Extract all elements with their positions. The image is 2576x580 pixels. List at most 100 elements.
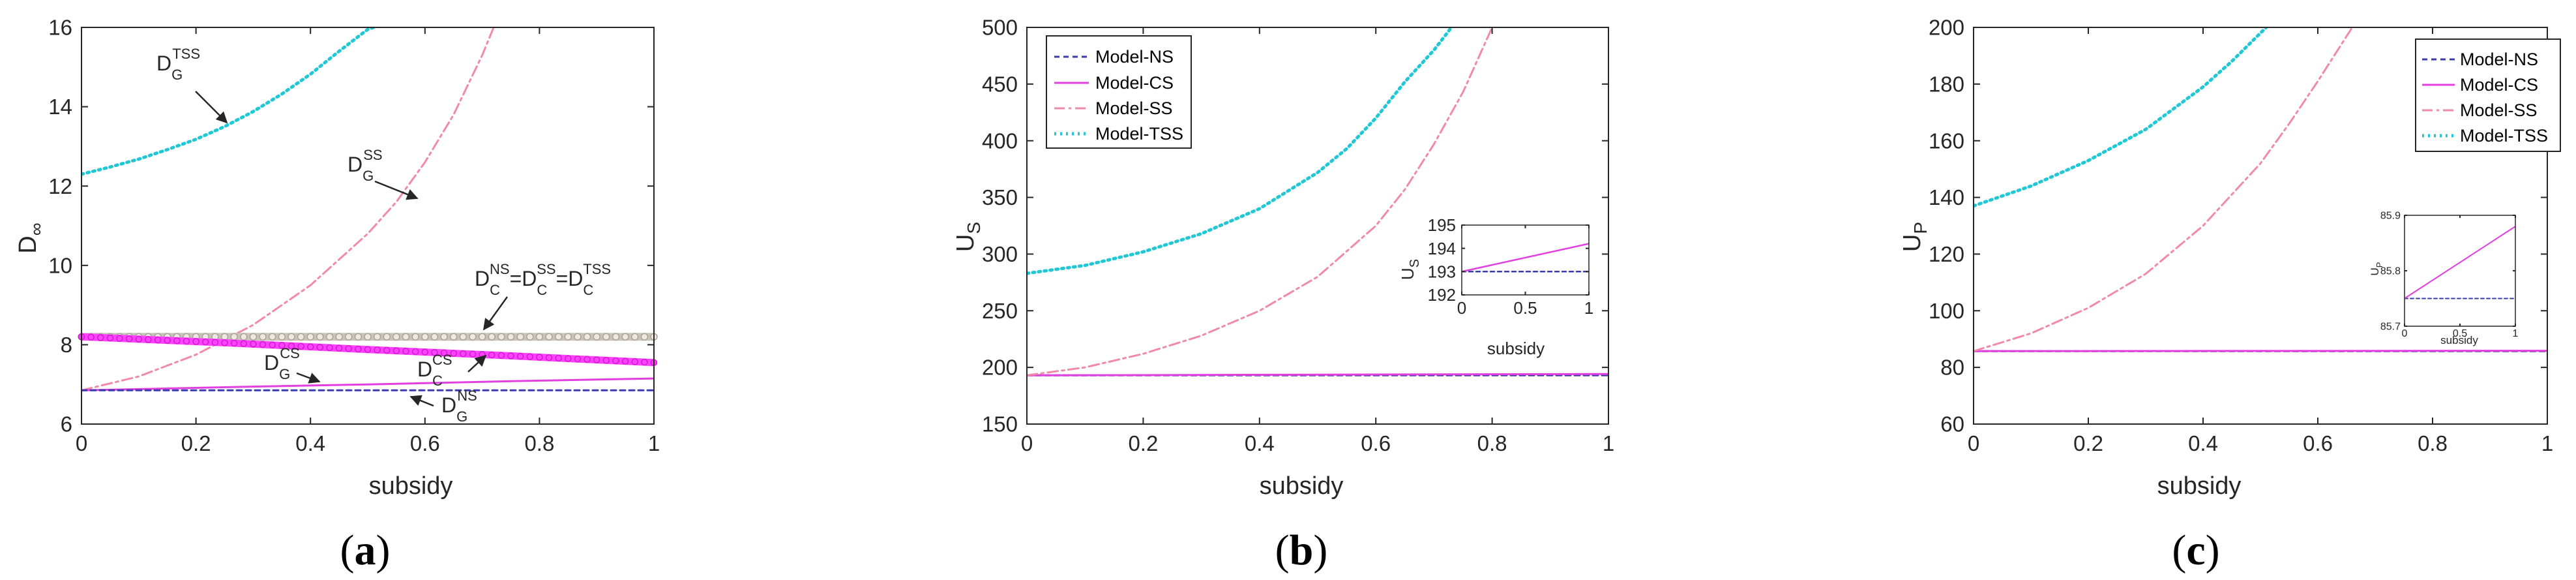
legend-c-tss: Model-TSS bbox=[2460, 126, 2548, 145]
panel-a-ytick-label: 10 bbox=[48, 253, 72, 277]
panel-b-ytick-label: 300 bbox=[982, 242, 1018, 266]
panel-a-xtick-label: 0 bbox=[76, 431, 87, 455]
svg-text:DGSS: DGSS bbox=[348, 147, 383, 184]
panel-a-ytick-label: 8 bbox=[61, 333, 72, 357]
panel-a-series-dc_ns_band-marker bbox=[554, 333, 563, 341]
panel-a-series-dc_cs_band-marker bbox=[431, 348, 438, 356]
panel-b-inset-ylabel: US bbox=[1398, 259, 1422, 280]
panel-b-series-tss-line bbox=[1027, 27, 1453, 275]
panel-c-ytick-label: 160 bbox=[1929, 129, 1964, 153]
panel-a-series-dc_cs_band-marker bbox=[335, 344, 343, 352]
panel-b-inset-ytick-label: 192 bbox=[1428, 285, 1456, 305]
panel-a-series-dc_cs_band-marker bbox=[278, 342, 286, 349]
panel-c-inset-xtick-label: 0 bbox=[2402, 328, 2408, 339]
panel-b-inset-ytick-label: 195 bbox=[1428, 215, 1456, 235]
panel-a-axes-box bbox=[81, 27, 655, 425]
panel-a-series-dc_ns_band-marker bbox=[402, 333, 410, 341]
panel-a-series-dc_ns_band-marker bbox=[507, 333, 515, 341]
panel-a-series-dc_ns_band-marker bbox=[478, 333, 486, 341]
panel-a-series-dc_ns_band-marker bbox=[278, 333, 286, 341]
panel-a-series-dc_ns_band-marker bbox=[344, 333, 353, 341]
panel-a-series-dc_ns_band-marker bbox=[574, 333, 582, 341]
legend-b-cs: Model-CS bbox=[1095, 73, 1174, 93]
panel-a-series-dc_cs_band-marker bbox=[392, 347, 400, 354]
panel-a-series-dc_ns_band-marker bbox=[545, 333, 553, 341]
panel-b-inset-ytick-label: 193 bbox=[1428, 262, 1456, 281]
panel-a-series-dc_cs_band-marker bbox=[450, 350, 457, 357]
panel-c-xtick-label: 0.8 bbox=[2418, 431, 2448, 455]
panel-a-ytick-label: 12 bbox=[48, 174, 72, 198]
panel-a-series-dc_ns_band-marker bbox=[259, 333, 267, 341]
panel-a-xtick-label: 0.6 bbox=[410, 431, 440, 455]
panel-b-axes-box bbox=[1026, 27, 1609, 425]
annotation-dg-cs: DGCS bbox=[264, 345, 321, 384]
panel-a-series-dc_cs_band-marker bbox=[612, 357, 619, 365]
panel-a-series-dc_cs_band-marker bbox=[411, 348, 419, 356]
panel-a-series-dc_cs_band-marker bbox=[211, 339, 219, 346]
panel-b-series-cs-line bbox=[1027, 373, 1608, 376]
panel-a-series-dc_ns_band-marker bbox=[411, 333, 419, 341]
panel-a-series-ss-line bbox=[81, 27, 495, 391]
panel-c-legend: Model-NS Model-CS Model-SS Model-TSS bbox=[2415, 38, 2561, 152]
panel-a-series-dc_cs_band-marker bbox=[565, 355, 572, 362]
panel-a-series-dc_cs_band-marker bbox=[383, 346, 391, 354]
panel-a-series-dc_ns_band-marker bbox=[335, 333, 343, 341]
panel-c-xlabel: subsidy bbox=[2157, 472, 2242, 500]
panel-c-ytick-label: 120 bbox=[1929, 242, 1964, 266]
panel-c-inset-series-cs-line bbox=[2405, 226, 2515, 299]
panel-b-inset-series-cs-line bbox=[1462, 243, 1589, 273]
panel-a-series-dc_cs_band-marker bbox=[355, 345, 362, 353]
panel-c-ylabel: UP bbox=[1899, 222, 1931, 252]
panel-a-series-dc_cs_band-marker bbox=[621, 358, 629, 365]
panel-c-ytick-label: 180 bbox=[1929, 72, 1964, 96]
panel-c-series bbox=[1974, 27, 2547, 352]
panel-a-series-dc_cs_band-marker bbox=[97, 334, 104, 341]
panel-a-series-dc_cs_band-marker bbox=[145, 336, 152, 343]
panel-b-xtick-label: 0.6 bbox=[1361, 431, 1391, 455]
legend-c-ns: Model-NS bbox=[2460, 50, 2538, 69]
panel-a-series-dc_ns_band-marker bbox=[497, 333, 505, 341]
panel-c-series-tss-line bbox=[1974, 27, 2268, 208]
svg-text:DGCS: DGCS bbox=[264, 345, 300, 382]
panel-a-series-dc_ns_band-marker bbox=[392, 333, 400, 341]
panel-c-ytick-label: 80 bbox=[1940, 356, 1964, 380]
svg-text:DGTSS: DGTSS bbox=[156, 46, 200, 83]
legend-b-ns: Model-NS bbox=[1095, 47, 1174, 67]
panel-a-series-dc_cs_band-marker bbox=[306, 343, 314, 350]
panel-c-inset-xlabel: subsidy bbox=[2440, 334, 2478, 346]
panel-a-series-dc_cs_band-marker bbox=[584, 356, 591, 363]
panel-a-xtick-label: 0.8 bbox=[524, 431, 554, 455]
panel-a-ylabel: D∞ bbox=[14, 222, 46, 253]
annotation-dg-tss: DGTSS bbox=[156, 46, 228, 124]
panel-a-series-dc_cs_band-marker bbox=[154, 336, 162, 344]
panel-a-series-dc_cs_band-marker bbox=[192, 338, 200, 345]
legend-c-ss: Model-SS bbox=[2460, 100, 2538, 120]
panel-a-series-dc_ns_band-marker bbox=[430, 333, 439, 341]
panel-a-series-dc_ns_band-marker bbox=[593, 333, 600, 341]
panel-c-inset-xtick-label: 0.5 bbox=[2453, 328, 2467, 339]
panel-c-inset-series bbox=[2405, 226, 2515, 299]
svg-text:DGNS: DGNS bbox=[441, 388, 477, 425]
panel-a-xlabel: subsidy bbox=[369, 472, 453, 500]
panel-c-inset-ytick-label: 85.8 bbox=[2380, 266, 2401, 277]
panel-a-series-dc_ns_band-marker bbox=[440, 333, 448, 341]
panel-a-series-tss-line bbox=[81, 27, 376, 176]
panel-a-series-dc_cs_band-marker bbox=[364, 346, 372, 353]
panel-a-series-dc_ns_band-marker bbox=[373, 333, 381, 341]
panel-c-ytick-label: 200 bbox=[1929, 16, 1964, 40]
panel-a-series-dc_cs_band-marker bbox=[106, 334, 114, 342]
panel-a-series-dc_cs_band-marker bbox=[402, 348, 409, 355]
panel-a-series-dc_ns_band-marker bbox=[612, 333, 620, 341]
panel-a-series-dc_cs_band-marker bbox=[374, 346, 381, 354]
panel-a-series-dc_cs_band-marker bbox=[536, 354, 543, 361]
panel-c-inset-ytick-label: 85.7 bbox=[2380, 322, 2401, 333]
panel-a-series-dc_cs_band-marker bbox=[545, 354, 553, 361]
panel-b-ylabel: US bbox=[952, 222, 984, 252]
panel-b-inset-background bbox=[1462, 225, 1589, 295]
panel-b-inset-plot: 0 0.5 1 192 193 194 195 bbox=[1428, 215, 1594, 318]
panel-a-series-dc_ns_band-marker bbox=[459, 333, 467, 341]
panel-a-series-dc_ns_band-marker bbox=[364, 333, 372, 341]
panel-a-series-dc_cs_band-marker bbox=[288, 342, 295, 350]
